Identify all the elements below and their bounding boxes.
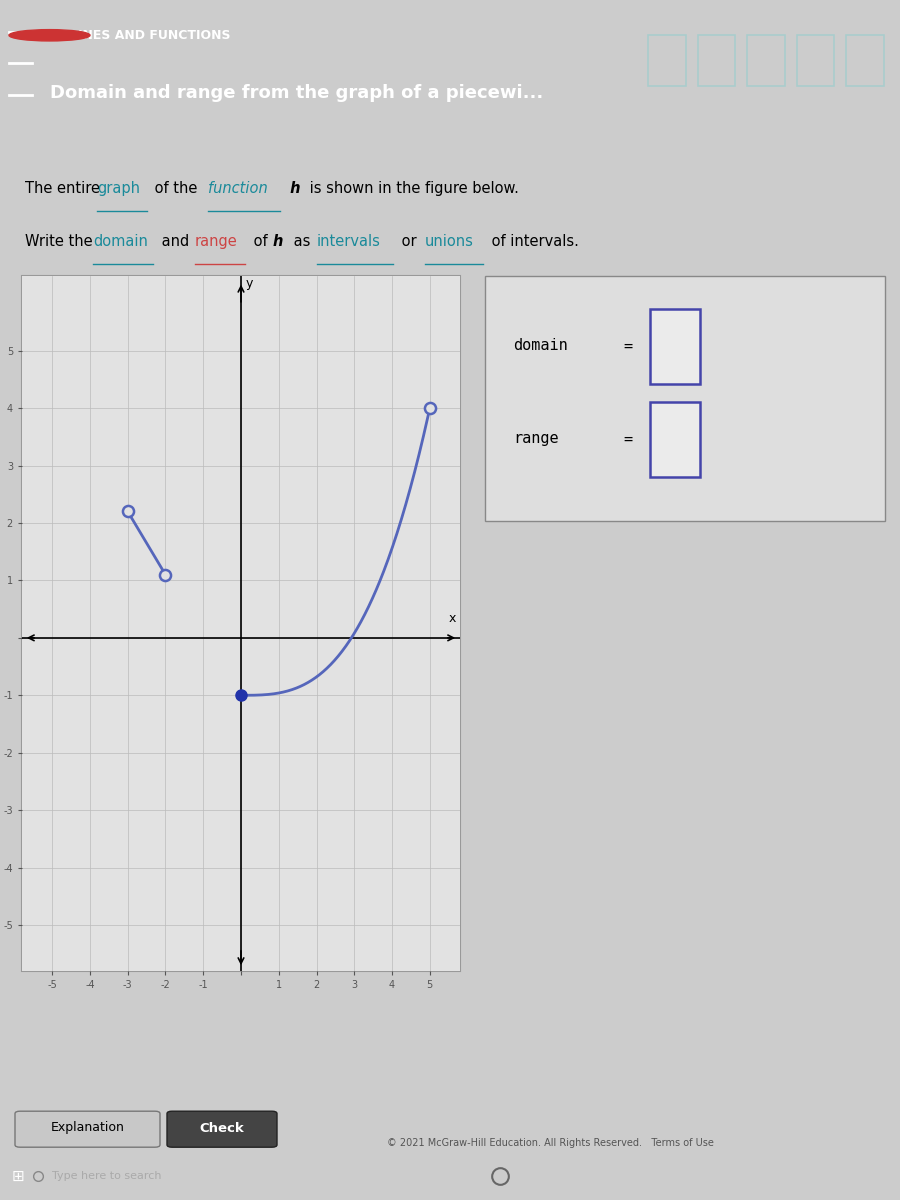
Text: intervals: intervals: [317, 234, 381, 248]
FancyBboxPatch shape: [485, 276, 885, 521]
Text: of the: of the: [150, 181, 202, 196]
Text: of intervals.: of intervals.: [487, 234, 579, 248]
Text: unions: unions: [425, 234, 474, 248]
Text: =: =: [623, 338, 632, 354]
Text: ⊞: ⊞: [12, 1169, 24, 1183]
Text: domain: domain: [513, 338, 568, 354]
Text: =: =: [623, 432, 632, 446]
Text: and: and: [157, 234, 194, 248]
Text: function: function: [208, 181, 268, 196]
Text: Type here to search: Type here to search: [52, 1171, 161, 1181]
Text: h: h: [285, 181, 301, 196]
Text: domain: domain: [93, 234, 148, 248]
FancyBboxPatch shape: [15, 1111, 160, 1147]
FancyBboxPatch shape: [650, 308, 700, 384]
Text: h: h: [273, 234, 284, 248]
Text: graph: graph: [97, 181, 140, 196]
FancyBboxPatch shape: [22, 276, 460, 971]
Text: Check: Check: [200, 1122, 245, 1134]
Text: LINES AND FUNCTIONS: LINES AND FUNCTIONS: [70, 29, 230, 42]
Text: x: x: [449, 612, 456, 625]
Text: as: as: [289, 234, 315, 248]
Text: Domain and range from the graph of a piecewi...: Domain and range from the graph of a pie…: [50, 84, 543, 102]
Text: range: range: [513, 432, 559, 446]
Circle shape: [9, 30, 90, 41]
Text: is shown in the figure below.: is shown in the figure below.: [305, 181, 519, 196]
Text: or: or: [397, 234, 421, 248]
Text: of: of: [249, 234, 272, 248]
Text: The entire: The entire: [25, 181, 104, 196]
Text: Write the: Write the: [25, 234, 97, 248]
Text: range: range: [195, 234, 238, 248]
FancyBboxPatch shape: [650, 402, 700, 476]
Text: Explanation: Explanation: [50, 1122, 124, 1134]
Text: © 2021 McGraw-Hill Education. All Rights Reserved.   Terms of Use: © 2021 McGraw-Hill Education. All Rights…: [387, 1139, 714, 1148]
Text: y: y: [246, 277, 253, 290]
FancyBboxPatch shape: [167, 1111, 277, 1147]
